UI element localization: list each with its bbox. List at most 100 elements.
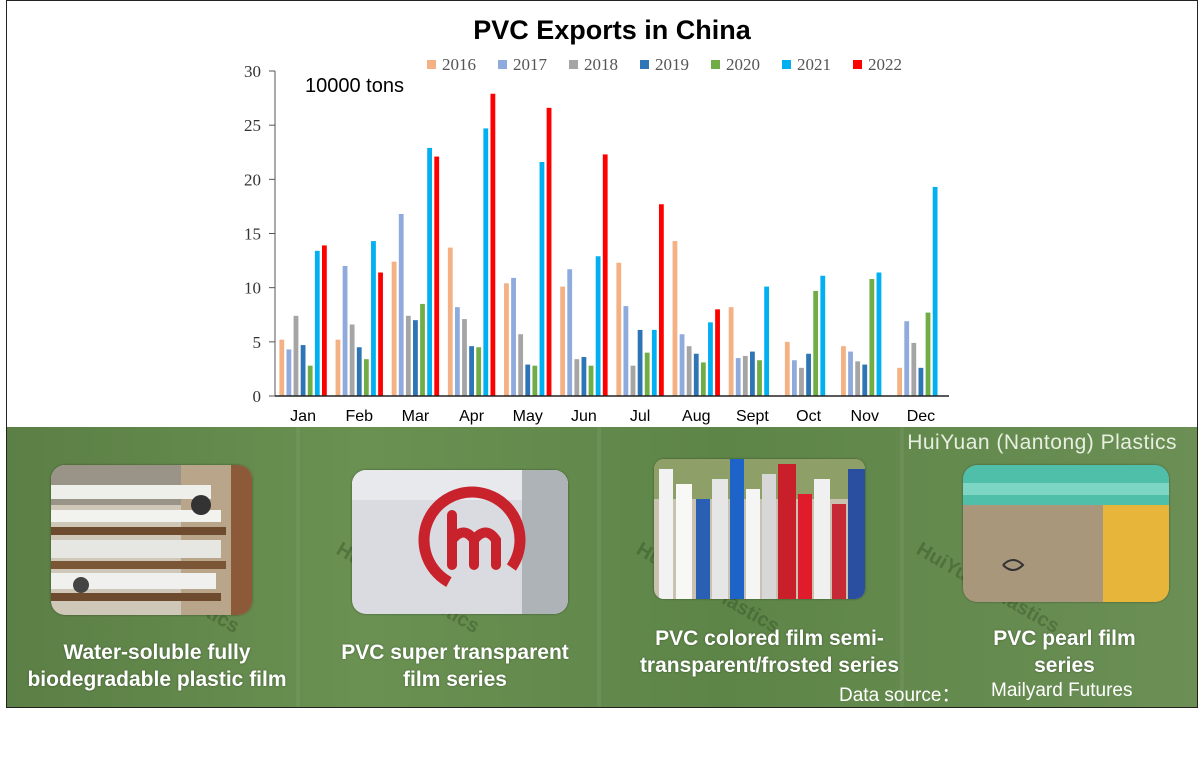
- bar-2017-Dec: [904, 321, 910, 396]
- bar-2018-Apr: [462, 319, 467, 396]
- bar-2020-Dec: [925, 312, 931, 396]
- data-source-value: Mailyard Futures: [991, 680, 1133, 701]
- bar-2016-Jan: [279, 339, 285, 396]
- bar-2022-May: [546, 107, 552, 396]
- bar-2017-Jun: [567, 269, 573, 396]
- bar-2017-May: [511, 277, 516, 396]
- x-axis: Jan Feb Mar Apr May Jun Jul Aug Sept Oct Nov Dec: [275, 395, 949, 425]
- bar-2016-Jul: [616, 262, 622, 396]
- bar-2021-May: [539, 162, 545, 396]
- y-unit-label: 10000 tons: [305, 75, 404, 97]
- data-source-label: Data source：: [839, 685, 961, 706]
- chart-title: PVC Exports in China: [473, 15, 752, 45]
- x-tick-label: Feb: [345, 408, 373, 425]
- x-tick-label: Jul: [630, 408, 650, 425]
- bar-2020-Oct: [813, 290, 819, 396]
- bar-2016-Aug: [672, 241, 678, 396]
- bar-2016-Apr: [447, 247, 453, 396]
- bar-2019-Dec: [918, 367, 924, 396]
- x-tick-label: Apr: [459, 408, 485, 425]
- panel-divider: [597, 427, 601, 707]
- product-caption-3: PVC colored film semi- transparent/frost…: [607, 625, 932, 679]
- bar-2018-Dec: [911, 342, 917, 396]
- bar-2020-Feb: [363, 359, 369, 396]
- bar-2016-Jun: [560, 286, 566, 396]
- bar-2020-Apr: [476, 347, 482, 396]
- bar-2020-Sept: [757, 360, 762, 396]
- caption-line: film series: [403, 668, 507, 691]
- bar-2019-Aug: [693, 353, 699, 396]
- bar-2021-Jul: [651, 329, 657, 396]
- legend-swatch-2017: [498, 60, 507, 69]
- y-tick-label: 20: [244, 170, 261, 189]
- brand-name: HuiYuan (Nantong) Plastics: [907, 431, 1177, 454]
- bar-2017-Mar: [398, 214, 404, 396]
- bar-2021-Dec: [932, 186, 938, 396]
- bar-2019-Jan: [300, 345, 306, 396]
- machine-rollers-image: [51, 465, 252, 615]
- chart-legend: 2016 2017 2018 2019 2020 2021 2022: [427, 55, 902, 74]
- legend-label: 2022: [868, 55, 902, 74]
- bar-2020-Mar: [420, 303, 425, 396]
- bar-2019-Sept: [750, 351, 755, 396]
- caption-line: PVC colored film semi-: [655, 627, 884, 650]
- product-caption-2: PVC super transparent film series: [305, 639, 605, 693]
- bar-2016-Oct: [784, 341, 790, 396]
- bar-2022-Feb: [378, 272, 383, 396]
- bar-2017-Feb: [342, 266, 348, 396]
- panel-divider: [900, 427, 904, 707]
- bar-2021-Sept: [764, 286, 770, 396]
- x-tick-label: Nov: [851, 408, 879, 425]
- caption-line: PVC super transparent: [341, 641, 569, 664]
- y-tick-label: 30: [244, 62, 261, 81]
- bar-2016-Sept: [728, 307, 734, 396]
- bar-2022-Jul: [658, 204, 664, 396]
- legend-label: 2018: [584, 55, 618, 74]
- bar-2020-Jun: [588, 365, 594, 396]
- bar-2020-Aug: [700, 362, 706, 396]
- y-tick-label: 0: [253, 387, 262, 406]
- legend-label: 2021: [797, 55, 831, 74]
- bar-2018-Feb: [349, 324, 355, 396]
- bar-2016-Mar: [391, 261, 397, 396]
- caption-line: transparent/frosted series: [639, 654, 900, 677]
- bar-2021-Jun: [595, 256, 601, 396]
- bar-2019-Jun: [581, 357, 587, 396]
- pearl-film-roll-image: [963, 465, 1169, 602]
- bar-2018-Sept: [742, 355, 748, 396]
- bar-2022-Jan: [321, 245, 327, 396]
- bar-2022-Jun: [602, 154, 608, 396]
- legend-swatch-2019: [640, 60, 649, 69]
- y-tick-label: 5: [253, 333, 262, 352]
- bar-2016-Nov: [841, 346, 846, 396]
- legend-label: 2019: [655, 55, 689, 74]
- caption-line: biodegradable plastic film: [27, 668, 287, 691]
- y-axis: 0 5 10 15 20 25 30: [244, 62, 276, 406]
- product-caption-1: Water-soluble fully biodegradable plasti…: [7, 639, 307, 693]
- bar-2021-Mar: [427, 147, 433, 396]
- legend-label: 2017: [513, 55, 548, 74]
- bar-2019-Nov: [862, 364, 868, 396]
- x-tick-label: Jan: [290, 408, 316, 425]
- bar-2017-Jan: [286, 349, 292, 396]
- bar-2019-Oct: [806, 353, 811, 396]
- bar-2021-Aug: [708, 322, 713, 396]
- bar-2017-Jul: [623, 306, 629, 396]
- bar-2016-Dec: [897, 367, 903, 396]
- bar-2021-Feb: [371, 241, 376, 396]
- bar-2017-Oct: [791, 360, 797, 396]
- legend-swatch-2021: [782, 60, 791, 69]
- bar-2018-Aug: [686, 346, 692, 396]
- product-caption-4: PVC pearl film series: [912, 625, 1197, 679]
- bar-2022-Mar: [434, 156, 440, 396]
- legend-label: 2016: [442, 55, 476, 74]
- pvc-exports-chart: PVC Exports in China 10000 tons 2016 2017…: [244, 15, 949, 425]
- product-photo-pearl-film: [963, 465, 1169, 602]
- panel-divider: [296, 427, 300, 707]
- bar-2018-Jun: [574, 359, 580, 396]
- caption-line: PVC pearl film: [993, 627, 1136, 650]
- transparent-film-logo-image: [352, 470, 568, 614]
- bar-2016-Feb: [335, 339, 341, 396]
- x-tick-label: Dec: [907, 408, 935, 425]
- bar-2018-Mar: [405, 315, 411, 396]
